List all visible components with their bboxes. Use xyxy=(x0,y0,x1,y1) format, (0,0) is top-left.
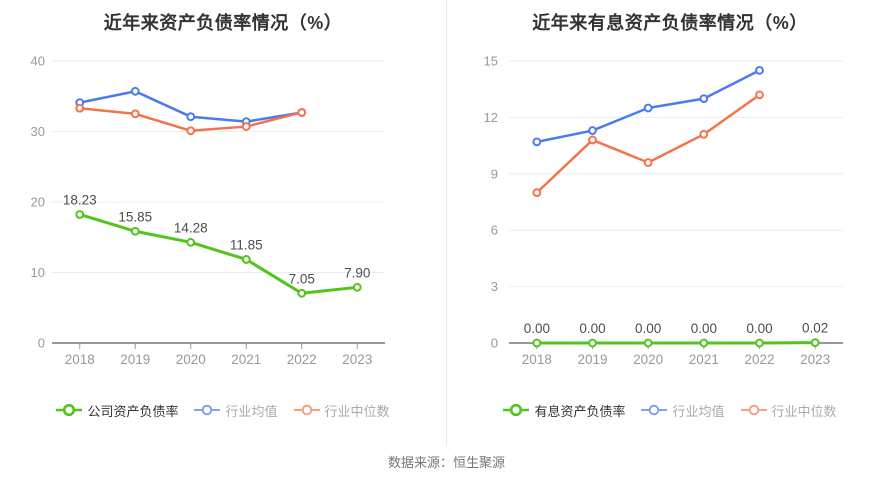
data-point-marker xyxy=(186,112,196,122)
debt-ratio-chart: 0 10 20 30 40 2018 2019 2020 2021 2022 2023 18.23 15… xyxy=(31,54,385,367)
data-point-marker xyxy=(532,188,542,198)
legend-item-行业中位数[interactable]: 行业中位数 xyxy=(740,401,837,420)
right-chart-legend: 有息资产负债率 行业均值 行业中位数 xyxy=(447,398,893,422)
data-point-marker xyxy=(755,338,764,348)
data-point-marker xyxy=(130,109,140,119)
legend-label: 有息资产负债率 xyxy=(534,403,626,419)
y-axis-tick-label: 3 xyxy=(491,279,498,294)
legend-label: 行业中位数 xyxy=(324,403,390,419)
legend-item-行业均值[interactable]: 行业均值 xyxy=(194,401,278,420)
legend-line-marker-icon xyxy=(641,404,668,416)
y-axis-tick-label: 6 xyxy=(491,223,498,238)
x-axis-tick-label: 2023 xyxy=(342,352,372,367)
legend-marker-ring xyxy=(510,403,523,417)
y-axis-tick-label: 40 xyxy=(31,54,45,69)
legend-item-有息资产负债率[interactable]: 有息资产负债率 xyxy=(503,401,625,420)
panel-divider xyxy=(446,0,447,446)
data-point-marker xyxy=(643,338,653,348)
x-axis-tick-label: 2018 xyxy=(65,352,95,367)
legend-marker-ring xyxy=(301,404,312,416)
x-axis-tick-label: 2021 xyxy=(689,352,719,367)
data-point-label: 0.02 xyxy=(802,321,828,336)
y-axis-tick-label: 9 xyxy=(491,166,498,181)
data-point-marker xyxy=(532,338,542,348)
left-chart-legend: 公司资产负债率 行业均值 行业中位数 xyxy=(0,398,446,422)
legend-item-行业中位数[interactable]: 行业中位数 xyxy=(293,401,390,420)
data-point-marker xyxy=(755,90,764,100)
data-point-marker xyxy=(75,210,85,219)
data-point-marker xyxy=(130,86,140,96)
y-axis-tick-label: 20 xyxy=(31,195,45,210)
data-point-label: 0.00 xyxy=(746,321,772,336)
data-point-marker xyxy=(755,66,764,75)
data-point-label: 11.85 xyxy=(230,237,263,252)
data-point-label: 14.28 xyxy=(174,220,208,235)
x-axis-tick-label: 2022 xyxy=(287,352,317,367)
x-axis-tick-label: 2023 xyxy=(800,352,830,367)
legend-marker-ring xyxy=(202,404,213,416)
data-point-label: 0.00 xyxy=(524,321,550,336)
legend-marker-ring xyxy=(63,403,76,417)
y-axis-tick-label: 15 xyxy=(484,54,498,69)
data-point-label: 18.23 xyxy=(63,192,97,207)
x-axis-tick-label: 2019 xyxy=(577,352,607,367)
legend-item-行业均值[interactable]: 行业均值 xyxy=(641,401,725,420)
legend-marker-ring xyxy=(748,404,759,416)
data-point-marker xyxy=(297,288,307,298)
data-point-label: 0.00 xyxy=(635,321,661,336)
data-point-marker xyxy=(643,103,653,113)
x-axis-tick-label: 2018 xyxy=(522,352,552,367)
data-source-note: 数据来源：恒生聚源 xyxy=(387,455,505,470)
data-point-marker xyxy=(588,135,597,145)
data-point-marker xyxy=(75,103,85,113)
data-point-marker xyxy=(588,338,597,348)
data-point-marker xyxy=(241,122,251,131)
data-point-marker xyxy=(532,137,542,147)
right-chart-title: 近年来有息资产负债率情况（%） xyxy=(532,13,808,33)
y-axis-tick-label: 0 xyxy=(491,336,498,351)
x-axis-tick-label: 2020 xyxy=(176,352,206,367)
data-point-marker xyxy=(186,126,196,136)
data-point-marker xyxy=(699,338,709,348)
legend-label: 公司资产负债率 xyxy=(87,403,179,419)
legend-line-marker-icon xyxy=(293,404,320,416)
data-point-marker xyxy=(699,94,709,103)
legend-line-marker-icon xyxy=(56,403,83,417)
data-point-marker xyxy=(352,282,362,292)
data-point-marker xyxy=(186,237,196,247)
data-point-label: 7.05 xyxy=(289,271,315,286)
x-axis-tick-label: 2019 xyxy=(120,352,150,367)
data-point-marker xyxy=(699,129,709,139)
y-axis-tick-label: 10 xyxy=(31,265,45,280)
legend-label: 行业均值 xyxy=(225,403,278,419)
y-axis-tick-label: 0 xyxy=(38,336,45,351)
x-axis-tick-label: 2021 xyxy=(231,352,261,367)
y-axis-tick-label: 30 xyxy=(31,124,45,139)
series-line-公司资产负债率 xyxy=(78,212,359,295)
data-point-marker xyxy=(241,255,251,264)
data-point-marker xyxy=(130,226,140,236)
y-axis-tick-label: 12 xyxy=(484,110,498,125)
x-axis-tick-label: 2020 xyxy=(633,352,663,367)
data-point-label: 15.85 xyxy=(118,209,152,224)
legend-label: 行业均值 xyxy=(672,403,725,419)
data-point-label: 7.90 xyxy=(344,265,370,280)
x-axis-tick-label: 2022 xyxy=(744,352,774,367)
data-point-label: 0.00 xyxy=(691,321,717,336)
legend-item-公司资产负债率[interactable]: 公司资产负债率 xyxy=(56,401,178,420)
data-point-marker xyxy=(297,108,307,117)
interest-bearing-debt-ratio-chart: 0 3 6 9 12 15 2018 2019 2020 2021 2022 2023 0.00 0.00… xyxy=(484,54,843,367)
legend-line-marker-icon xyxy=(740,404,767,416)
legend-line-marker-icon xyxy=(503,403,530,417)
data-point-marker xyxy=(643,158,653,167)
data-point-marker xyxy=(810,338,820,348)
data-point-marker xyxy=(588,126,597,135)
data-point-label: 0.00 xyxy=(579,321,605,336)
legend-marker-ring xyxy=(649,404,660,416)
legend-label: 行业中位数 xyxy=(771,403,837,419)
legend-line-marker-icon xyxy=(194,404,221,416)
left-chart-title: 近年来资产负债率情况（%） xyxy=(103,13,343,33)
